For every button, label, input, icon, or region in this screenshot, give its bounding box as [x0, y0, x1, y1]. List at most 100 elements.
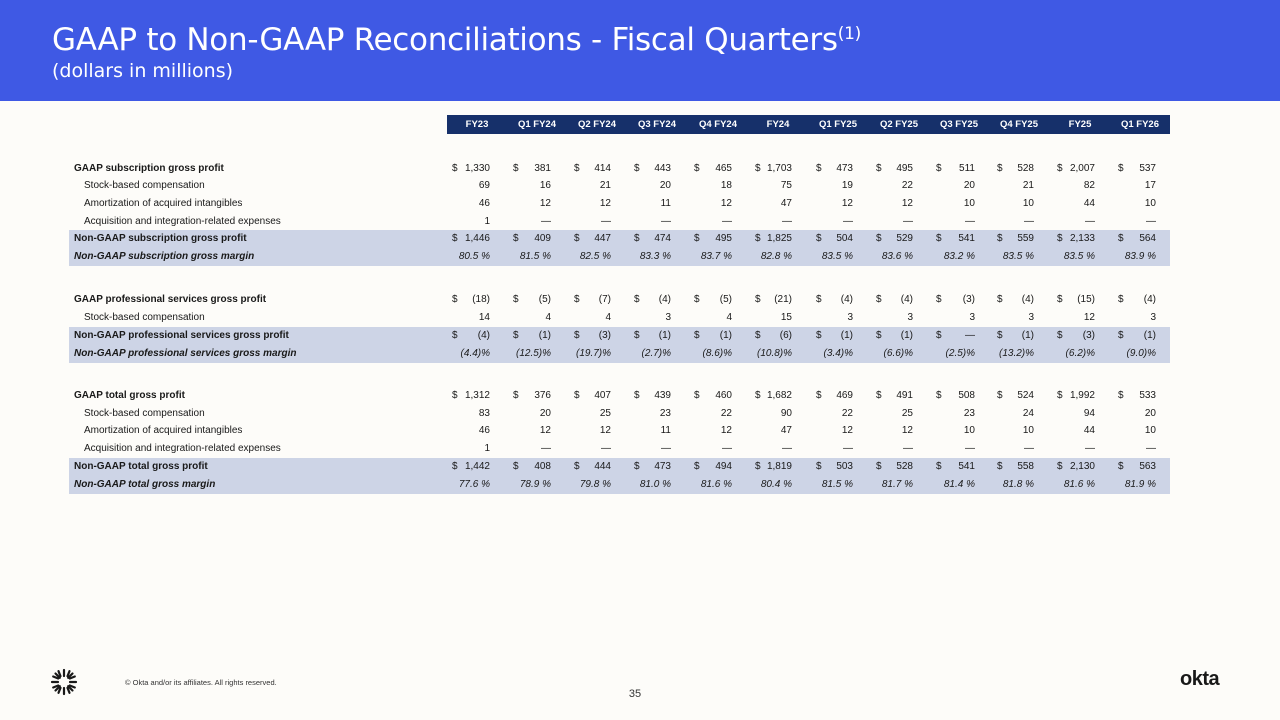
column-header-q4-fy24: Q4 FY24: [698, 119, 738, 130]
dollar-sign: $: [755, 163, 761, 174]
table-cell: 12: [720, 198, 732, 209]
table-cell: 44: [1083, 425, 1095, 436]
dollar-sign: $: [694, 461, 700, 472]
table-cell: 473: [836, 163, 853, 174]
table-cell: —: [722, 443, 732, 454]
dollar-sign: $: [634, 461, 640, 472]
table-cell: 529: [896, 233, 913, 244]
table-cell: 4: [605, 312, 611, 323]
table-cell: (4): [1143, 294, 1156, 305]
dollar-sign: $: [816, 330, 822, 341]
table-cell: 23: [963, 408, 975, 419]
table-cell: 69: [478, 180, 490, 191]
table-cell: 12: [1083, 312, 1095, 323]
table-cell: 465: [715, 163, 732, 174]
row-label: Acquisition and integration-related expe…: [84, 216, 281, 227]
table-cell: 83.6 %: [881, 251, 913, 262]
table-cell: 1,682: [766, 390, 792, 401]
dollar-sign: $: [513, 330, 519, 341]
table-cell: 381: [534, 163, 551, 174]
table-cell: 83.5 %: [1063, 251, 1095, 262]
table-cell: 537: [1139, 163, 1156, 174]
table-cell: 559: [1017, 233, 1034, 244]
table-cell: (6.2)%: [1065, 348, 1095, 359]
table-cell: 46: [478, 198, 490, 209]
table-cell: 491: [896, 390, 913, 401]
table-cell: 17: [1144, 180, 1156, 191]
dollar-sign: $: [936, 233, 942, 244]
table-cell: 80.4 %: [760, 479, 792, 490]
table-cell: 1,442: [464, 461, 490, 472]
dollar-sign: $: [694, 330, 700, 341]
table-cell: (1): [658, 330, 671, 341]
column-header-q2-fy25: Q2 FY25: [879, 119, 919, 130]
table-cell: 81.9 %: [1124, 479, 1156, 490]
table-cell: (1): [1143, 330, 1156, 341]
table-cell: (3.4)%: [823, 348, 853, 359]
dollar-sign: $: [816, 294, 822, 305]
table-cell: (3): [1082, 330, 1095, 341]
table-cell: 3: [1028, 312, 1034, 323]
row-label: Non-GAAP professional services gross pro…: [74, 330, 289, 341]
table-cell: —: [1024, 443, 1034, 454]
table-cell: 460: [715, 390, 732, 401]
table-cell: 22: [720, 408, 732, 419]
dollar-sign: $: [1057, 390, 1063, 401]
table-cell: —: [1024, 216, 1034, 227]
row-label: GAAP professional services gross profit: [74, 294, 267, 305]
table-cell: 1: [484, 216, 490, 227]
table-cell: (9.0)%: [1126, 348, 1156, 359]
table-cell: —: [1146, 443, 1156, 454]
dollar-sign: $: [755, 390, 761, 401]
table-cell: (4): [477, 330, 490, 341]
table-cell: 3: [969, 312, 975, 323]
table-cell: 533: [1139, 390, 1156, 401]
dollar-sign: $: [816, 390, 822, 401]
column-header-q3-fy25: Q3 FY25: [939, 119, 979, 130]
dollar-sign: $: [755, 330, 761, 341]
dollar-sign: $: [634, 330, 640, 341]
dollar-sign: $: [997, 294, 1003, 305]
slide-title: GAAP to Non-GAAP Reconciliations - Fisca…: [52, 22, 861, 58]
table-cell: (8.6)%: [702, 348, 732, 359]
table-row: Non-GAAP subscription gross margin 80.5 %…: [69, 248, 1170, 266]
dollar-sign: $: [876, 330, 882, 341]
column-header-fy24: FY24: [766, 119, 790, 130]
table-cell: 12: [841, 198, 853, 209]
table-cell: (1): [900, 330, 913, 341]
table-cell: 528: [1017, 163, 1034, 174]
table-cell: 81.5 %: [821, 479, 853, 490]
dollar-sign: $: [513, 461, 519, 472]
table-column-header: FY23 Q1 FY24 Q2 FY24 Q3 FY24 Q4 FY24 FY24 Q1 F…: [447, 115, 1170, 134]
table-cell: 12: [901, 198, 913, 209]
table-cell: 1,825: [766, 233, 792, 244]
row-label: GAAP subscription gross profit: [74, 163, 224, 174]
table-cell: —: [782, 216, 792, 227]
dollar-sign: $: [513, 390, 519, 401]
table-cell: (18): [472, 294, 490, 305]
table-cell: (1): [719, 330, 732, 341]
table-cell: 82.8 %: [760, 251, 792, 262]
dollar-sign: $: [634, 163, 640, 174]
slide-header: GAAP to Non-GAAP Reconciliations - Fisca…: [0, 0, 1280, 101]
table-cell: (4.4)%: [460, 348, 490, 359]
table-cell: 10: [1144, 425, 1156, 436]
table-cell: 541: [958, 233, 975, 244]
table-cell: 90: [780, 408, 792, 419]
row-label: Stock-based compensation: [84, 408, 205, 419]
table-cell: 528: [896, 461, 913, 472]
table-cell: 81.4 %: [943, 479, 975, 490]
table-cell: (2.7)%: [641, 348, 671, 359]
dollar-sign: $: [1118, 461, 1124, 472]
table-cell: 473: [654, 461, 671, 472]
table-cell: 94: [1083, 408, 1095, 419]
dollar-sign: $: [574, 163, 580, 174]
dollar-sign: $: [936, 294, 942, 305]
dollar-sign: $: [816, 233, 822, 244]
dollar-sign: $: [634, 233, 640, 244]
table-row: Non-GAAP subscription gross profit $1,446…: [69, 230, 1170, 248]
table-cell: 83.5 %: [821, 251, 853, 262]
table-cell: 10: [1022, 425, 1034, 436]
table-cell: 3: [665, 312, 671, 323]
dollar-sign: $: [1057, 294, 1063, 305]
